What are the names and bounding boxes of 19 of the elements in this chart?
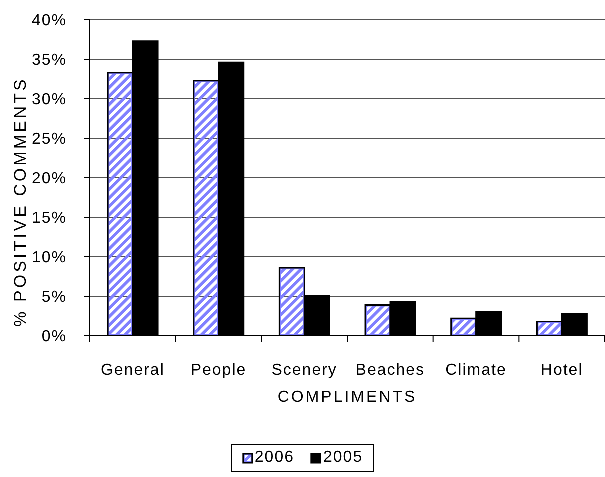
y-tick-label: 10%: [32, 250, 67, 267]
y-tick-label: 0%: [42, 328, 67, 346]
x-tick-label: People: [190, 362, 247, 378]
y-tick-label: 30%: [32, 92, 67, 109]
y-tick-label: 25%: [32, 131, 67, 148]
x-tick-label: Hotel: [540, 362, 584, 378]
y-axis-title: % POSITIVE COMMENTS: [10, 77, 30, 327]
legend-label: 2006: [254, 449, 294, 467]
y-tick-label: 5%: [42, 289, 67, 306]
y-tick-label: 15%: [32, 210, 67, 228]
legend-label: 2005: [324, 449, 364, 467]
x-tick-label: General: [100, 362, 165, 378]
x-tick-label: Beaches: [356, 362, 426, 378]
y-tick-label: 20%: [32, 170, 67, 188]
x-tick-label: Scenery: [272, 362, 338, 378]
y-tick-label: 40%: [32, 12, 67, 30]
x-tick-label: Climate: [446, 362, 507, 378]
y-tick-label: 35%: [32, 52, 67, 70]
x-axis-title: COMPLIMENTS: [278, 388, 418, 406]
